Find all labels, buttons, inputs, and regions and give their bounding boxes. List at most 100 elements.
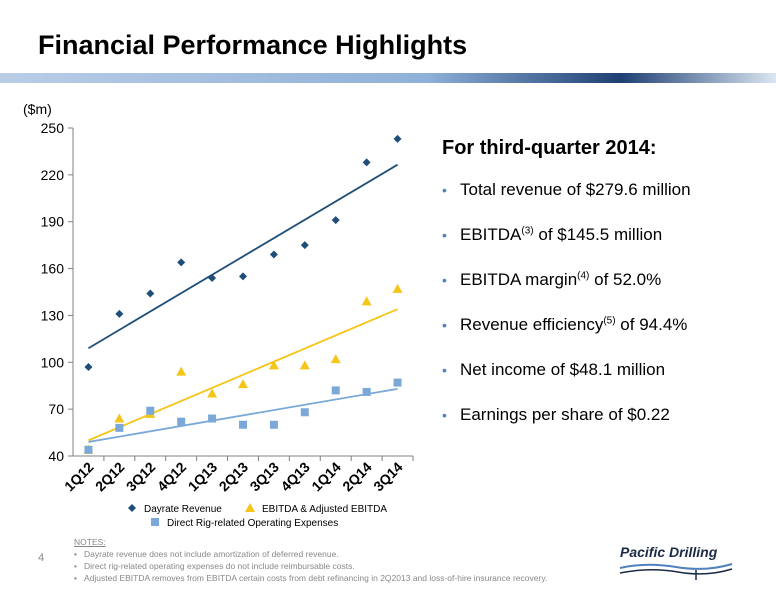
highlights-panel: For third-quarter 2014: • Total revenue o… [442,137,762,450]
data-point-dayrate [269,250,278,259]
bullet-icon: • [442,362,447,378]
data-point-dayrate [239,272,247,281]
highlight-item: • EBITDA margin(4) of 52.0% [442,270,762,315]
data-point-expenses [115,423,124,432]
trend-line-dayrate [87,163,399,350]
highlight-text: Revenue efficiency [460,315,604,334]
data-point-dayrate [331,216,340,225]
x-tick-label: 1Q12 [61,459,97,495]
note-text: Direct rig-related operating expenses do… [84,561,355,571]
footnote-ref: (5) [603,315,616,327]
legend-label: EBITDA & Adjusted EBITDA [262,504,387,515]
page-title: Financial Performance Highlights [38,30,468,60]
x-tick-label: 2Q14 [339,459,375,495]
y-tick-label: 70 [48,401,64,417]
bullet-icon: • [74,573,77,583]
y-tick-label: 100 [41,354,65,370]
data-point-expenses [146,406,155,415]
data-point-expenses [300,408,309,417]
note-item: • Dayrate revenue does not include amorti… [74,548,547,560]
scatter-chart: ($m) 40701001301601902202501Q122Q123Q124… [23,101,414,529]
bullet-icon: • [74,561,77,571]
data-point-ebitda [114,413,125,423]
note-text: Dayrate revenue does not include amortiz… [84,549,339,559]
highlight-text: Total revenue of $279.6 million [460,180,691,199]
y-tick-label: 160 [41,261,65,277]
data-point-dayrate [115,309,124,318]
footnote-ref: (3) [521,225,534,237]
bullet-icon: • [442,182,447,198]
highlight-item: • Earnings per share of $0.22 [442,405,762,450]
data-point-dayrate [208,273,217,282]
data-point-ebitda [238,379,248,389]
data-point-ebitda [176,366,187,376]
highlight-text: Net income of $48.1 million [460,360,666,379]
y-tick-label: 40 [48,448,64,464]
data-point-expenses [393,378,402,387]
company-logo: Pacific Drilling [616,540,736,582]
legend-marker-dayrate [128,504,136,512]
page-number: 4 [38,552,45,564]
data-point-expenses [177,417,186,426]
highlight-item: • Revenue efficiency(5) of 94.4% [442,315,762,360]
y-tick-label: 130 [41,307,65,323]
data-point-ebitda [361,296,372,306]
highlight-text-cont: of 94.4% [615,315,688,334]
bullet-icon: • [74,549,77,559]
data-point-expenses [239,420,247,429]
x-tick-label: 2Q13 [216,459,252,495]
y-unit-label: ($m) [23,101,52,117]
data-point-dayrate [362,158,371,167]
highlight-item: • EBITDA(3) of $145.5 million [442,225,762,270]
note-item: • Adjusted EBITDA removes from EBITDA cer… [74,572,547,584]
trend-line-ebitda [88,308,398,442]
highlights-heading: For third-quarter 2014: [442,137,657,159]
footnotes: NOTES: • Dayrate revenue does not include… [74,536,547,584]
highlight-text: EBITDA margin [460,270,578,289]
data-point-dayrate [393,134,402,143]
legend-label: Direct Rig-related Operating Expenses [167,518,338,529]
data-point-ebitda [268,360,279,370]
highlight-text-cont: of 52.0% [589,270,662,289]
highlight-text-cont: of $145.5 million [533,225,663,244]
data-point-dayrate [146,289,155,298]
highlight-text: EBITDA [460,225,522,244]
x-tick-label: 3Q14 [370,459,406,495]
bullet-icon: • [442,317,447,333]
data-point-ebitda [392,283,403,293]
data-point-ebitda [299,360,310,370]
x-tick-label: 4Q13 [277,459,313,495]
highlight-item: • Total revenue of $279.6 million [442,180,762,225]
data-point-expenses [208,414,217,423]
y-tick-label: 250 [41,120,65,136]
legend-marker-ebitda [245,503,255,512]
data-point-ebitda [207,388,218,398]
footnote-ref: (4) [577,270,590,282]
bullet-icon: • [442,272,447,288]
note-text: Adjusted EBITDA removes from EBITDA cert… [84,573,548,583]
bullet-icon: • [442,407,447,423]
logo-text: Pacific Drilling [620,544,718,560]
trend-line-expenses [88,387,398,443]
legend-label: Dayrate Revenue [144,504,222,515]
note-item: • Direct rig-related operating expenses d… [74,560,547,572]
legend-marker-expenses [151,518,159,526]
x-tick-label: 1Q13 [185,459,221,495]
data-point-expenses [84,445,93,454]
x-tick-label: 3Q13 [246,459,282,495]
notes-title: NOTES: [74,537,106,547]
bullet-icon: • [442,227,447,243]
data-point-expenses [269,420,278,429]
highlights-list: • Total revenue of $279.6 million • EBITDA… [442,180,762,450]
highlight-item: • Net income of $48.1 million [442,360,762,405]
x-tick-label: 1Q14 [308,459,344,495]
highlight-text: Earnings per share of $0.22 [460,405,670,424]
x-tick-label: 4Q12 [154,459,190,495]
x-tick-label: 2Q12 [92,459,128,495]
x-tick-label: 3Q12 [123,459,159,495]
data-point-expenses [362,387,371,396]
y-tick-label: 220 [41,167,65,183]
data-point-dayrate [84,362,93,371]
title-underline-bar [0,73,776,83]
data-point-dayrate [177,258,186,267]
